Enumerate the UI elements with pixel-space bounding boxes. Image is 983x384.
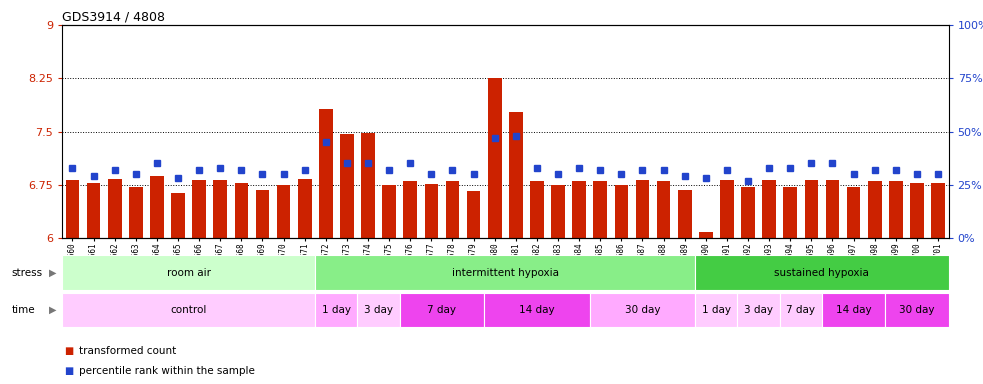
Bar <box>614 185 628 238</box>
Text: room air: room air <box>166 268 210 278</box>
Bar <box>594 181 607 238</box>
Bar <box>403 181 417 238</box>
Text: 14 day: 14 day <box>519 305 554 315</box>
Bar <box>910 183 924 238</box>
Bar <box>150 175 164 238</box>
Bar <box>931 183 945 238</box>
Bar <box>316 255 695 290</box>
Bar <box>804 180 818 238</box>
Bar <box>868 181 882 238</box>
Bar <box>846 187 860 238</box>
Bar <box>488 78 501 238</box>
Bar <box>737 293 780 327</box>
Bar <box>467 191 481 238</box>
Text: time: time <box>12 305 35 315</box>
Bar <box>277 185 290 238</box>
Text: 1 day: 1 day <box>321 305 351 315</box>
Bar <box>340 134 354 238</box>
Text: 7 day: 7 day <box>786 305 815 315</box>
Text: sustained hypoxia: sustained hypoxia <box>775 268 869 278</box>
Bar <box>213 180 227 238</box>
Bar <box>695 293 737 327</box>
Bar <box>358 293 400 327</box>
Bar <box>425 184 438 238</box>
Bar <box>108 179 122 238</box>
Bar <box>721 180 733 238</box>
Bar <box>886 293 949 327</box>
Text: 3 day: 3 day <box>364 305 393 315</box>
Bar <box>780 293 822 327</box>
Bar <box>783 187 797 238</box>
Text: 7 day: 7 day <box>428 305 456 315</box>
Bar <box>66 180 80 238</box>
Bar <box>826 180 839 238</box>
Bar <box>741 187 755 238</box>
Bar <box>551 185 565 238</box>
Bar <box>445 181 459 238</box>
Bar <box>318 109 332 238</box>
Text: 3 day: 3 day <box>744 305 773 315</box>
Text: ▶: ▶ <box>49 305 57 315</box>
Bar <box>762 180 776 238</box>
Bar <box>699 232 713 238</box>
Text: intermittent hypoxia: intermittent hypoxia <box>452 268 558 278</box>
Bar <box>235 183 249 238</box>
Text: 30 day: 30 day <box>899 305 935 315</box>
Bar <box>298 179 312 238</box>
Bar <box>62 255 316 290</box>
Text: control: control <box>170 305 206 315</box>
Bar <box>889 181 902 238</box>
Bar <box>171 193 185 238</box>
Bar <box>695 255 949 290</box>
Bar <box>193 180 206 238</box>
Text: 30 day: 30 day <box>625 305 661 315</box>
Text: transformed count: transformed count <box>79 346 176 356</box>
Text: ■: ■ <box>64 366 73 376</box>
Text: percentile rank within the sample: percentile rank within the sample <box>79 366 255 376</box>
Bar <box>400 293 485 327</box>
Text: 1 day: 1 day <box>702 305 731 315</box>
Bar <box>485 293 590 327</box>
Text: GDS3914 / 4808: GDS3914 / 4808 <box>62 11 165 24</box>
Bar <box>361 133 375 238</box>
Bar <box>129 187 143 238</box>
Bar <box>572 181 586 238</box>
Bar <box>316 293 358 327</box>
Bar <box>636 180 650 238</box>
Text: ▶: ▶ <box>49 268 57 278</box>
Bar <box>530 181 544 238</box>
Bar <box>678 190 692 238</box>
Bar <box>62 293 316 327</box>
Bar <box>87 184 100 238</box>
Text: ■: ■ <box>64 346 73 356</box>
Text: 14 day: 14 day <box>836 305 871 315</box>
Text: stress: stress <box>12 268 43 278</box>
Bar <box>509 112 523 238</box>
Bar <box>657 181 670 238</box>
Bar <box>256 190 269 238</box>
Bar <box>590 293 695 327</box>
Bar <box>382 185 396 238</box>
Bar <box>822 293 886 327</box>
